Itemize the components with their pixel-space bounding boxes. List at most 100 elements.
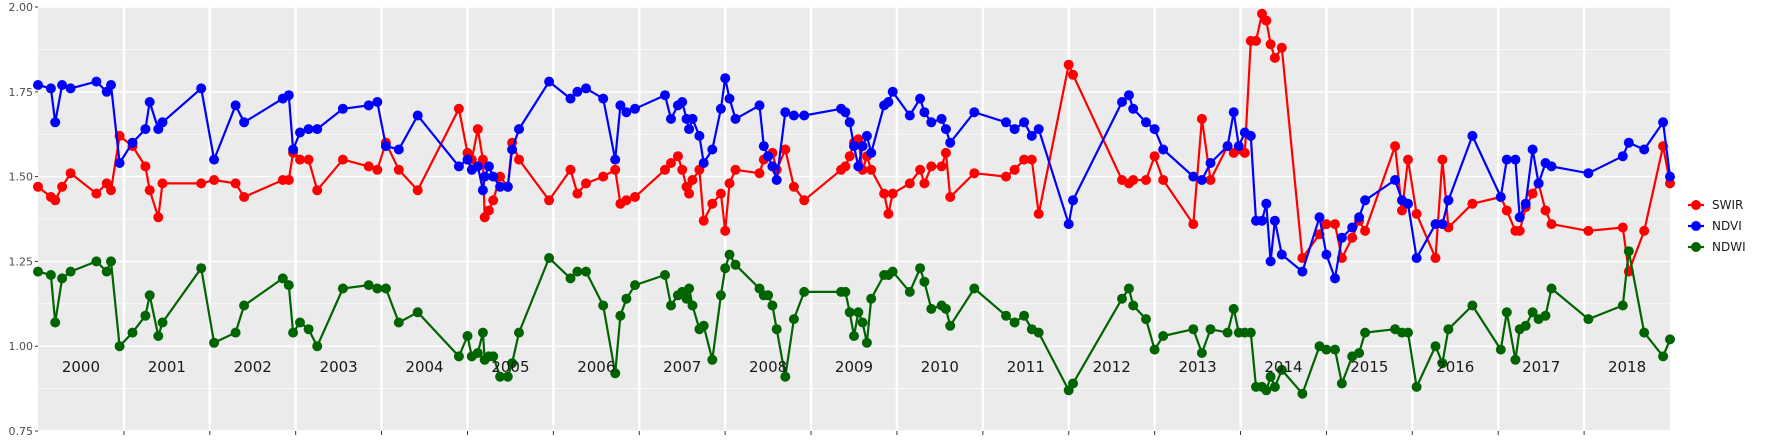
data-point-ndvi	[1276, 249, 1287, 260]
data-point-ndvi	[861, 130, 872, 141]
data-point-ndwi	[1033, 327, 1044, 338]
data-point-swir	[453, 103, 464, 114]
data-point-swir	[621, 195, 632, 206]
data-point-swir	[412, 185, 423, 196]
legend-label-ndwi: NDWI	[1712, 240, 1746, 254]
data-point-ndvi	[303, 124, 314, 135]
data-point-ndwi	[380, 283, 391, 294]
data-point-ndvi	[915, 93, 926, 104]
data-point-ndvi	[91, 76, 102, 87]
data-point-swir	[879, 188, 890, 199]
data-point-ndwi	[844, 307, 855, 318]
data-point-ndwi	[1009, 317, 1020, 328]
data-point-ndvi	[844, 117, 855, 128]
data-point-swir	[684, 188, 695, 199]
data-point-ndwi	[1068, 378, 1078, 389]
data-point-ndvi	[720, 73, 731, 84]
data-point-ndvi	[1390, 175, 1401, 185]
data-point-ndvi	[1623, 137, 1634, 148]
data-point-ndwi	[1117, 293, 1127, 304]
data-point-ndvi	[1297, 266, 1308, 277]
y-tick-label: 1.25	[9, 255, 34, 268]
legend-label-swir: SWIR	[1712, 198, 1743, 212]
year-label: 2006	[577, 358, 615, 376]
year-label: 2008	[749, 358, 787, 376]
data-point-swir	[1527, 188, 1538, 199]
data-point-swir	[1128, 175, 1139, 185]
data-point-ndvi	[507, 144, 518, 155]
data-point-ndvi	[495, 181, 506, 192]
data-point-ndvi	[1443, 195, 1454, 206]
data-point-swir	[140, 161, 151, 172]
series-ndvi	[33, 73, 1675, 284]
data-point-ndwi	[1495, 344, 1506, 355]
data-point-ndvi	[462, 154, 473, 165]
data-point-swir	[799, 195, 810, 206]
data-point-ndvi	[919, 107, 930, 118]
data-point-ndvi	[598, 93, 609, 104]
data-point-ndvi	[1261, 198, 1272, 209]
data-point-swir	[312, 185, 323, 196]
data-point-ndvi	[615, 100, 626, 111]
data-point-ndvi	[1269, 215, 1280, 226]
legend: SWIR NDVI NDWI	[1688, 198, 1746, 254]
data-point-ndvi	[940, 124, 951, 135]
data-point-ndwi	[707, 354, 718, 365]
data-point-swir	[1411, 208, 1422, 219]
data-point-swir	[672, 151, 683, 162]
data-point-ndvi	[887, 86, 898, 97]
data-point-swir	[144, 185, 155, 196]
data-point-ndvi	[1658, 117, 1669, 128]
data-point-ndvi	[1009, 124, 1020, 135]
data-point-ndwi	[507, 358, 518, 369]
data-point-swir	[239, 192, 250, 202]
data-point-swir	[153, 212, 164, 223]
data-point-ndwi	[239, 300, 250, 311]
data-point-ndvi	[283, 90, 294, 101]
data-point-swir	[1001, 171, 1011, 182]
data-point-ndvi	[57, 80, 68, 90]
data-point-ndwi	[65, 266, 76, 277]
data-point-ndvi	[1520, 198, 1531, 209]
year-label: 2000	[62, 358, 100, 376]
data-point-ndwi	[724, 249, 735, 260]
data-point-ndvi	[1117, 97, 1127, 107]
data-point-ndwi	[698, 320, 709, 331]
data-point-ndvi	[483, 161, 494, 172]
data-point-ndvi	[788, 110, 799, 121]
data-point-swir	[230, 178, 241, 189]
data-point-ndvi	[904, 110, 915, 121]
data-point-ndvi	[106, 80, 116, 90]
data-point-ndwi	[610, 368, 621, 379]
data-point-ndvi	[65, 83, 76, 94]
data-point-ndwi	[488, 351, 499, 362]
data-point-ndwi	[1188, 324, 1199, 335]
data-point-ndvi	[1583, 168, 1594, 179]
data-point-swir	[687, 175, 698, 185]
data-point-ndvi	[1467, 130, 1478, 141]
data-point-ndwi	[144, 290, 155, 301]
data-point-ndwi	[57, 273, 68, 284]
data-point-ndwi	[1583, 314, 1594, 325]
data-point-ndvi	[209, 154, 220, 165]
data-point-swir	[157, 178, 168, 189]
data-point-swir	[581, 178, 591, 189]
year-labels: 2000 2001 2002 2003 2004 2005 2006 2007 2008 2009…	[62, 358, 1646, 376]
data-point-swir	[940, 147, 951, 158]
data-point-swir	[844, 151, 855, 162]
data-point-ndwi	[45, 270, 56, 280]
year-label: 2015	[1350, 358, 1388, 376]
y-tick-label: 2.00	[9, 1, 34, 14]
data-point-swir	[33, 181, 43, 192]
data-point-ndvi	[767, 161, 778, 172]
data-point-ndvi	[730, 113, 741, 124]
data-point-ndwi	[630, 280, 640, 291]
data-point-ndwi	[730, 259, 741, 270]
data-point-swir	[196, 178, 207, 189]
data-point-swir	[1009, 164, 1020, 175]
data-point-ndvi	[127, 137, 138, 148]
data-point-swir	[1514, 225, 1525, 236]
data-point-ndvi	[1347, 222, 1358, 233]
year-label: 2016	[1436, 358, 1474, 376]
data-point-ndvi	[1265, 256, 1276, 267]
